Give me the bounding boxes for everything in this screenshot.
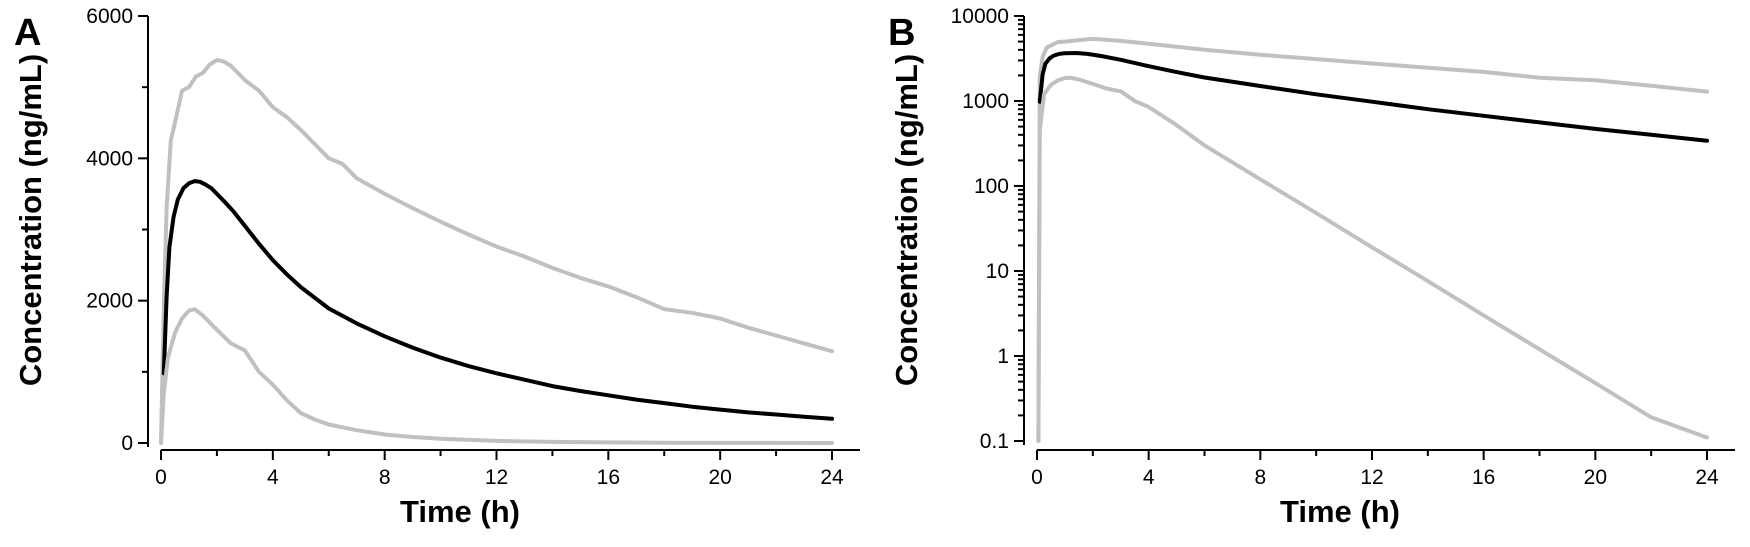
- x-axis-title-b: Time (h): [1280, 494, 1400, 529]
- y-tick-label-a: 0: [121, 432, 133, 455]
- x-tick-label-a: 24: [820, 466, 844, 489]
- x-tick-label-b: 4: [1143, 466, 1155, 489]
- series-line-a-0: [159, 58, 834, 445]
- y-tick-label-a: 4000: [86, 147, 133, 170]
- x-tick-label-a: 8: [379, 466, 391, 489]
- panel-letter-b: B: [888, 12, 915, 54]
- x-tick-label-b: 16: [1472, 466, 1495, 489]
- x-tick-label-b: 8: [1254, 466, 1266, 489]
- y-axis-title-b: Concentration (ng/mL): [889, 54, 924, 386]
- y-tick-label-a: 2000: [86, 290, 133, 313]
- y-axis-title-a: Concentration (ng/mL): [13, 54, 48, 386]
- y-tick-label-b: 10: [986, 260, 1009, 283]
- x-tick-label-b: 0: [1031, 466, 1043, 489]
- series-line-b-2: [1036, 75, 1709, 443]
- x-tick-label-b: 24: [1695, 466, 1719, 489]
- x-tick-label-a: 12: [485, 466, 508, 489]
- y-tick-label-b: 100: [974, 175, 1009, 198]
- y-tick-label-b: 0.1: [980, 430, 1009, 453]
- series-line-b-1: [1037, 51, 1709, 143]
- panel-letter-a: A: [14, 12, 41, 54]
- axes-a: 0 2000 4000 6000 0 4 8 12 16 20 24: [86, 5, 860, 489]
- series-line-b-0: [1036, 36, 1709, 443]
- x-tick-label-b: 12: [1360, 466, 1383, 489]
- x-tick-label-a: 16: [597, 466, 620, 489]
- y-tick-label-b: 10000: [951, 5, 1009, 28]
- series-line-a-2: [159, 307, 834, 445]
- series-group-a: [159, 58, 834, 445]
- y-tick-label-a: 6000: [86, 5, 133, 28]
- x-tick-label-a: 0: [155, 466, 167, 489]
- x-axis-title-a: Time (h): [400, 494, 520, 529]
- panel-b: B Concentration (ng/mL) Time (h) 0.1 1 10 1…: [888, 5, 1735, 529]
- x-tick-label-b: 20: [1584, 466, 1607, 489]
- x-tick-label-a: 4: [267, 466, 279, 489]
- panel-a: A Concentration (ng/mL) Time (h) 0200040…: [13, 5, 860, 529]
- series-line-a-1: [161, 179, 834, 421]
- y-tick-label-b: 1000: [962, 90, 1009, 113]
- y-tick-label-b: 1: [997, 345, 1009, 368]
- axes-b: 0.1 1 10 100 1000 10000 0 4 8 12 16 20 24: [951, 5, 1735, 489]
- series-group-b: [1036, 36, 1709, 443]
- x-tick-label-a: 20: [708, 466, 731, 489]
